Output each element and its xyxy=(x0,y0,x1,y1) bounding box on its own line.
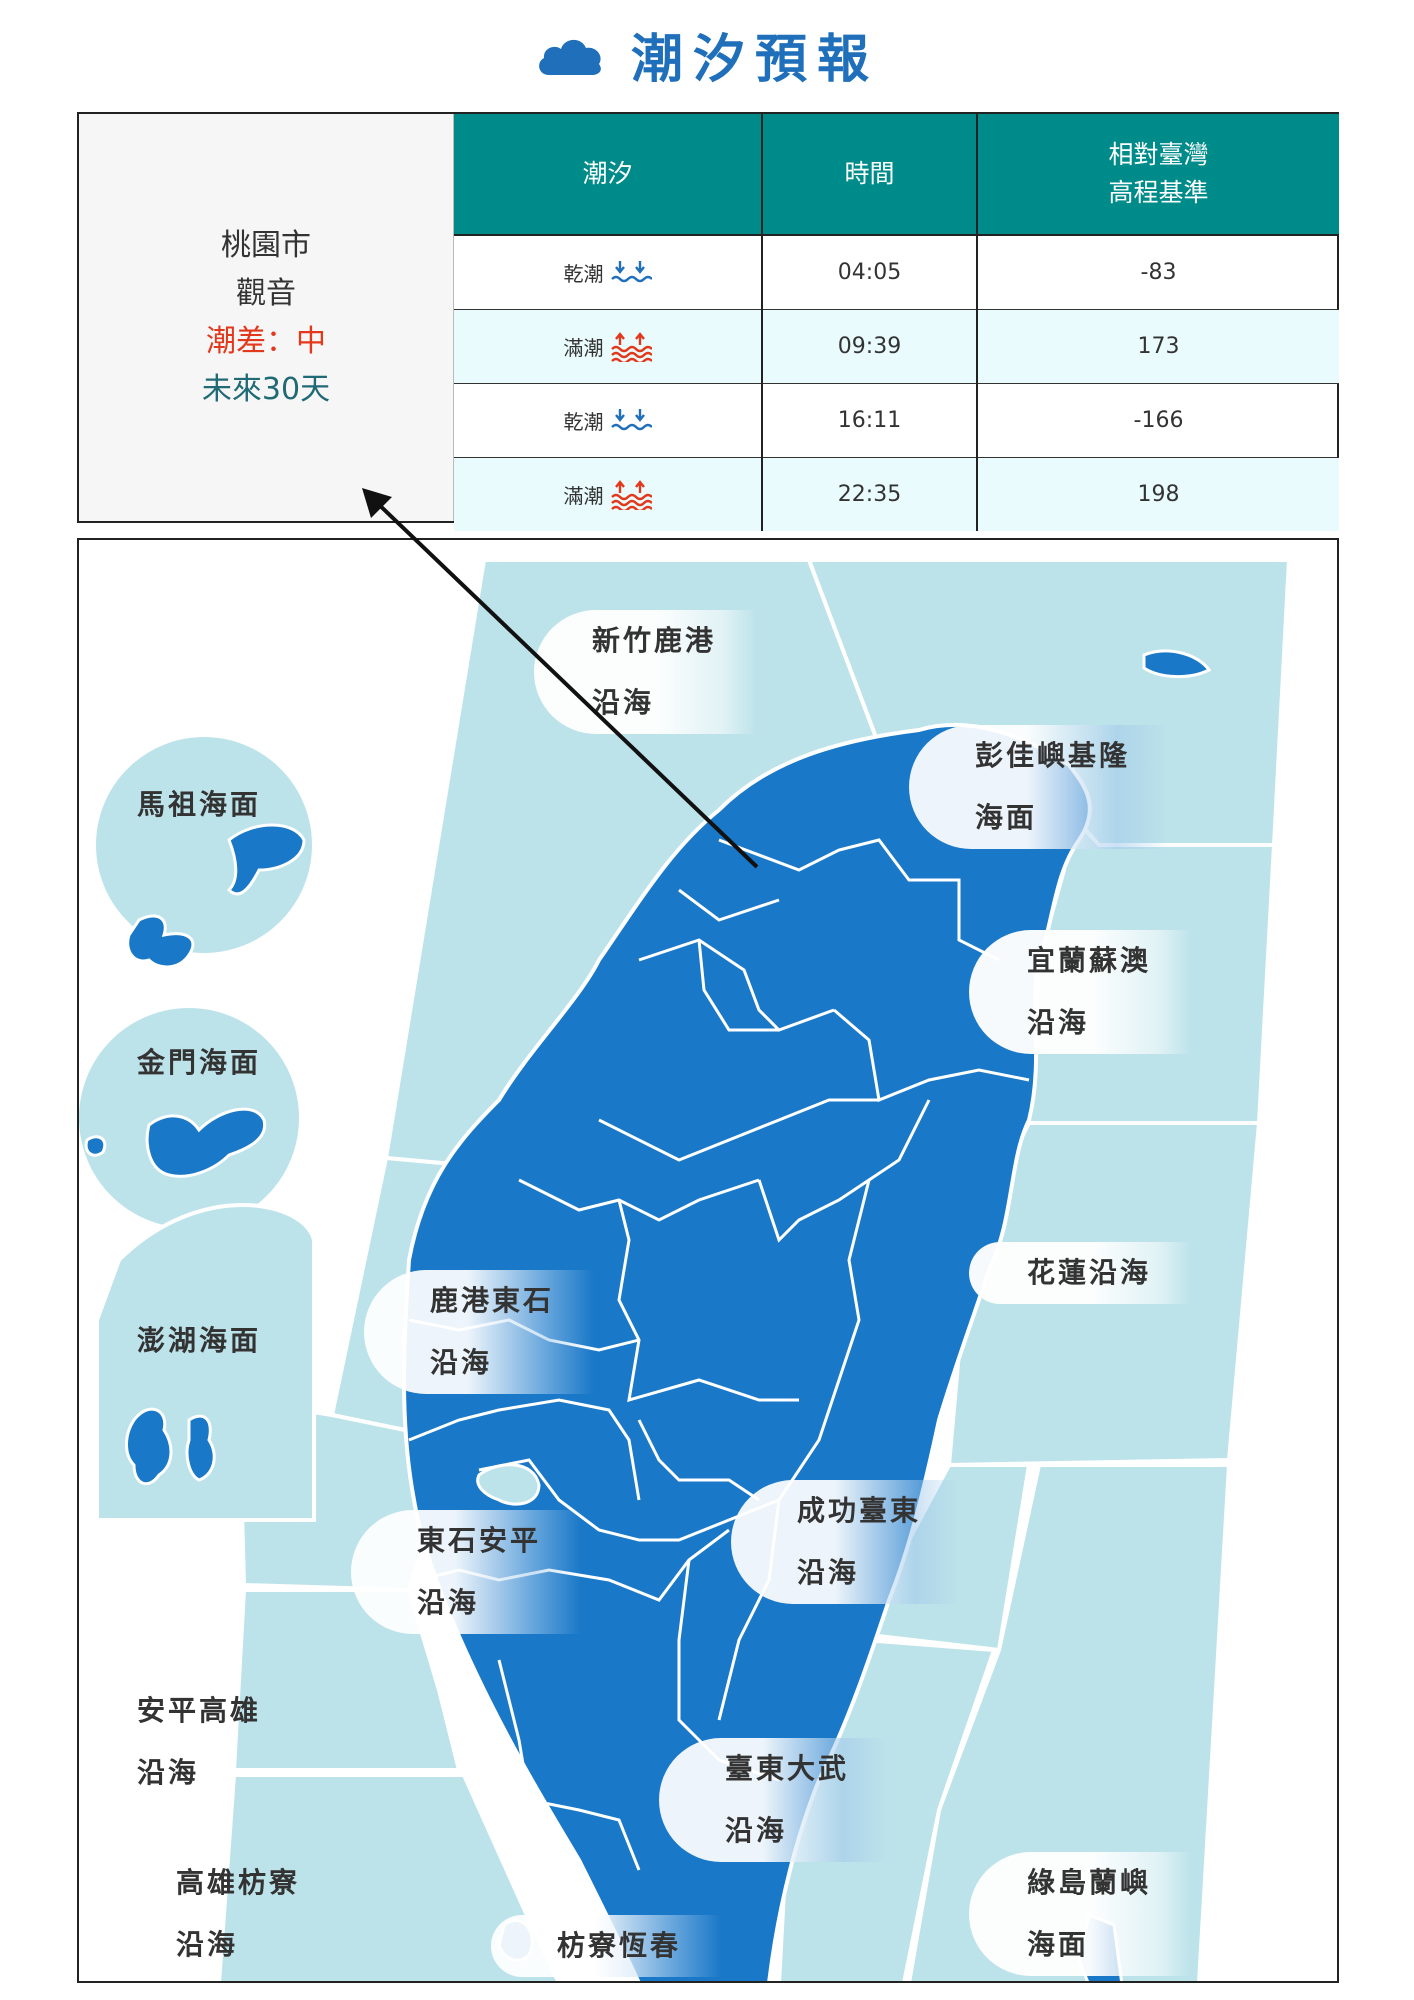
tide-panel: 桃園市 觀音 潮差：中 未來30天 潮汐 時間 相對臺灣 高程基準 乾潮 xyxy=(77,112,1339,523)
tide-range: 潮差：中 xyxy=(206,318,326,366)
col-header-time: 時間 xyxy=(762,114,977,235)
table-row: 滿潮 22:35 198 xyxy=(454,458,1339,532)
col-header-height: 相對臺灣 高程基準 xyxy=(977,114,1339,235)
high-tide-icon xyxy=(610,480,652,510)
tide-type-label: 滿潮 xyxy=(564,332,604,361)
area-label-lukang-dongshi[interactable]: 鹿港東石 沿海 xyxy=(364,1270,594,1394)
area-label-penghu[interactable]: 澎湖海面 xyxy=(137,1310,261,1372)
tide-type-label: 乾潮 xyxy=(564,406,604,435)
area-label-fangliao-hengchun[interactable]: 枋寮恆春 xyxy=(491,1915,721,1977)
table-row: 滿潮 09:39 173 xyxy=(454,310,1339,384)
tide-height: 173 xyxy=(977,310,1339,384)
cloud-icon xyxy=(535,31,605,77)
area-label-matsu[interactable]: 馬祖海面 xyxy=(137,774,261,836)
high-tide-icon xyxy=(610,332,652,362)
tide-time: 22:35 xyxy=(762,458,977,532)
area-label-pengjia-keelung[interactable]: 彭佳嶼基隆 海面 xyxy=(909,725,1170,849)
area-label-ludao-lanyu[interactable]: 綠島蘭嶼 海面 xyxy=(969,1852,1191,1976)
area-label-kaohsiung-fangliao[interactable]: 高雄枋寮 沿海 xyxy=(176,1852,300,1976)
tide-time: 04:05 xyxy=(762,235,977,310)
area-label-hsinchu-lukang[interactable]: 新竹鹿港 沿海 xyxy=(534,610,756,734)
coastal-map: 新竹鹿港 沿海 彭佳嶼基隆 海面 馬祖海面 宜蘭蘇澳 沿海 金門海面 花蓮沿海 … xyxy=(77,538,1339,1983)
island-little-kinmen xyxy=(86,1137,105,1155)
location-city: 桃園市 xyxy=(221,222,311,270)
forecast-period[interactable]: 未來30天 xyxy=(202,366,330,414)
location-station: 觀音 xyxy=(236,270,296,318)
island-penghu-b xyxy=(187,1416,214,1480)
tide-height: -83 xyxy=(977,235,1339,310)
tide-time: 09:39 xyxy=(762,310,977,384)
tide-table: 潮汐 時間 相對臺灣 高程基準 乾潮 04:05 -83 滿潮 xyxy=(454,114,1339,531)
area-label-yilan-suao[interactable]: 宜蘭蘇澳 沿海 xyxy=(969,930,1191,1054)
area-label-hualien[interactable]: 花蓮沿海 xyxy=(969,1242,1191,1304)
table-row: 乾潮 16:11 -166 xyxy=(454,384,1339,458)
area-label-dongshi-anping[interactable]: 東石安平 沿海 xyxy=(351,1510,581,1634)
area-label-taitung-dawu[interactable]: 臺東大武 沿海 xyxy=(659,1738,889,1862)
tide-height: 198 xyxy=(977,458,1339,532)
area-label-anping-kaohsiung[interactable]: 安平高雄 沿海 xyxy=(137,1680,261,1804)
col-header-tide: 潮汐 xyxy=(454,114,762,235)
tide-time: 16:11 xyxy=(762,384,977,458)
low-tide-icon xyxy=(610,258,652,288)
page-title: 潮汐預報 xyxy=(631,17,879,92)
low-tide-icon xyxy=(610,406,652,436)
tide-height: -166 xyxy=(977,384,1339,458)
location-card: 桃園市 觀音 潮差：中 未來30天 xyxy=(79,114,454,521)
area-label-kinmen[interactable]: 金門海面 xyxy=(137,1032,261,1094)
page-header: 潮汐預報 xyxy=(0,18,1414,90)
tide-type-label: 滿潮 xyxy=(564,480,604,509)
table-row: 乾潮 04:05 -83 xyxy=(454,235,1339,310)
area-label-chenggong-taitung[interactable]: 成功臺東 沿海 xyxy=(731,1480,961,1604)
tide-type-label: 乾潮 xyxy=(564,258,604,287)
